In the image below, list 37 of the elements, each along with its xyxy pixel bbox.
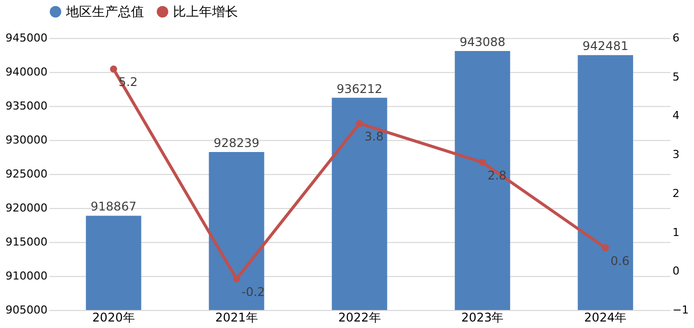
data-label: 918867	[90, 200, 136, 214]
point	[478, 158, 486, 166]
y2-tick-label: 2	[672, 186, 680, 200]
y2-tick-label: 1	[672, 226, 680, 239]
y-tick-label: 920000	[6, 202, 48, 214]
data-label: 936212	[336, 82, 382, 96]
data-label: 0.6	[610, 254, 630, 268]
y2-tick-label: −1	[672, 304, 689, 316]
y2-tick-label: 3	[672, 148, 680, 162]
y-tick-label: 940000	[6, 66, 48, 78]
y-tick-label: 905000	[6, 304, 48, 316]
data-label: 943088	[460, 35, 506, 49]
y-tick-label: 910000	[6, 270, 48, 282]
point	[356, 120, 364, 128]
data-label: 928239	[214, 136, 260, 150]
y-tick-label: 925000	[6, 168, 48, 180]
x-tick-label: 2020年	[92, 310, 135, 324]
y-tick-label: 935000	[6, 100, 48, 112]
y-tick-label: 945000	[6, 32, 48, 44]
point	[232, 275, 240, 282]
x-tick-label: 2024年	[584, 310, 627, 324]
y-tick-label: 930000	[6, 134, 48, 146]
legend-label: 地区生产总值	[65, 4, 144, 20]
data-label: 942481	[582, 39, 628, 54]
legend-label: 比上年增长	[173, 4, 238, 20]
y2-tick-label: 0	[672, 264, 680, 278]
y2-tick-label: 6	[672, 32, 680, 44]
y2-tick-label: 5	[672, 70, 680, 84]
data-label: 3.8	[364, 129, 384, 144]
point	[110, 66, 118, 73]
data-label: -0.2	[242, 284, 265, 299]
x-tick-label: 2023年	[461, 310, 504, 324]
x-tick-label: 2022年	[338, 310, 381, 324]
y2-tick-label: 4	[672, 109, 680, 122]
x-tick-label: 2021年	[215, 310, 258, 324]
point	[602, 244, 609, 252]
y-tick-label: 915000	[6, 236, 48, 248]
